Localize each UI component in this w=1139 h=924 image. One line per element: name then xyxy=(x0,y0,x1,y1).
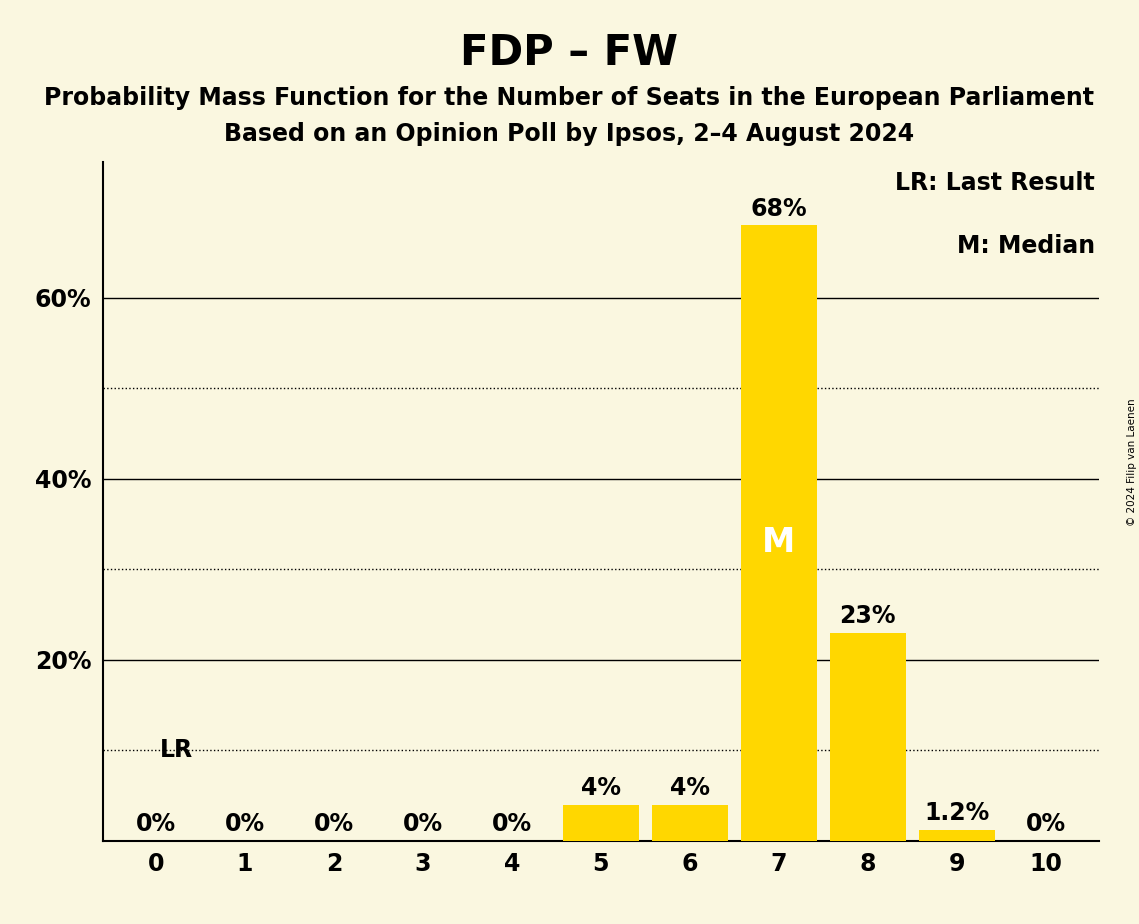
Bar xyxy=(563,805,639,841)
Text: 68%: 68% xyxy=(751,197,808,221)
Text: 0%: 0% xyxy=(1026,812,1066,836)
Bar xyxy=(652,805,728,841)
Text: Based on an Opinion Poll by Ipsos, 2–4 August 2024: Based on an Opinion Poll by Ipsos, 2–4 A… xyxy=(224,122,915,146)
Text: 0%: 0% xyxy=(224,812,265,836)
Text: 0%: 0% xyxy=(403,812,443,836)
Text: FDP – FW: FDP – FW xyxy=(460,32,679,74)
Text: LR: Last Result: LR: Last Result xyxy=(895,171,1095,195)
Text: 23%: 23% xyxy=(839,604,896,628)
Text: 1.2%: 1.2% xyxy=(924,801,990,825)
Bar xyxy=(830,633,906,841)
Text: LR: LR xyxy=(161,738,194,762)
Text: Probability Mass Function for the Number of Seats in the European Parliament: Probability Mass Function for the Number… xyxy=(44,86,1095,110)
Text: 4%: 4% xyxy=(670,776,710,800)
Text: 4%: 4% xyxy=(581,776,621,800)
Bar xyxy=(919,830,994,841)
Text: 0%: 0% xyxy=(492,812,532,836)
Bar xyxy=(741,225,817,841)
Text: © 2024 Filip van Laenen: © 2024 Filip van Laenen xyxy=(1126,398,1137,526)
Text: 0%: 0% xyxy=(314,812,354,836)
Text: M: M xyxy=(762,526,795,558)
Text: M: Median: M: Median xyxy=(957,234,1095,258)
Text: 0%: 0% xyxy=(136,812,175,836)
